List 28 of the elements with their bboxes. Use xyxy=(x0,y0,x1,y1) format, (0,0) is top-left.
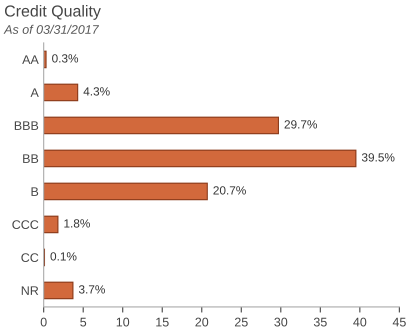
x-tick-label: 15 xyxy=(156,318,169,326)
y-tick-label: CC xyxy=(21,253,38,262)
data-label: 1.8% xyxy=(64,219,90,228)
x-tick-label: 40 xyxy=(353,318,366,326)
x-tick-label: 20 xyxy=(195,318,208,326)
x-tick-label: 30 xyxy=(274,318,288,326)
y-tick-label: AA xyxy=(22,55,39,64)
x-tick-label: 0 xyxy=(40,318,47,326)
x-tick-label: 5 xyxy=(80,318,86,326)
y-tick-label: A xyxy=(30,88,39,97)
data-label: 3.7% xyxy=(78,285,105,294)
y-tick-label: BBB xyxy=(14,121,38,130)
data-label: 29.7% xyxy=(284,120,318,129)
chart-title: Credit Quality xyxy=(4,4,101,20)
y-tick-label: CCC xyxy=(12,220,38,230)
data-label: 4.3% xyxy=(83,87,110,96)
y-tick-label: BB xyxy=(23,154,38,163)
x-tick-label: 45 xyxy=(392,318,406,326)
data-label: 20.7% xyxy=(213,186,246,195)
chart-subtitle: As of 03/31/2017 xyxy=(4,24,100,34)
data-label: 39.5% xyxy=(362,153,394,162)
x-tick-label: 25 xyxy=(234,318,248,326)
x-tick-label: 35 xyxy=(314,318,327,326)
y-tick-label: NR xyxy=(22,286,38,295)
y-tick-label: B xyxy=(32,187,38,196)
x-tick-label: 10 xyxy=(116,318,130,326)
data-label: 0.1% xyxy=(50,252,77,261)
data-label: 0.3% xyxy=(52,54,78,63)
